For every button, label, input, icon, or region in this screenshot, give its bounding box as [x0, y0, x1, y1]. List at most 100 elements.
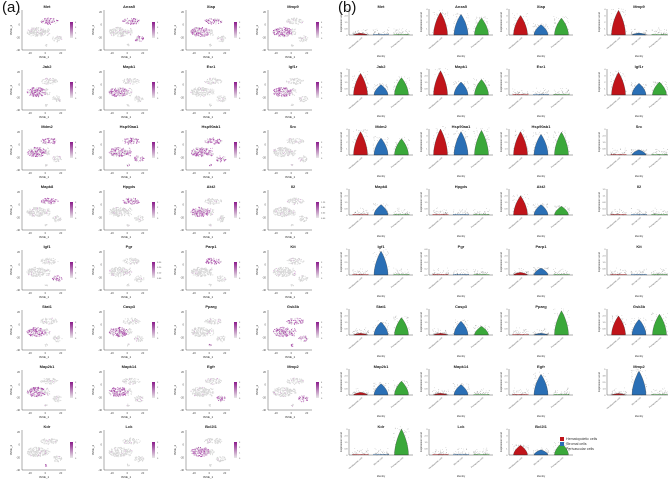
violin-plot-hsp90ab1: Expression Level 0 1.3 2.5 3.8 5 Hematopoietic…: [499, 122, 577, 182]
tsne-plot-title: Gsk3b: [286, 304, 300, 309]
violin-plot-title: Kit: [636, 244, 642, 249]
svg-text:-40: -40: [180, 48, 184, 52]
svg-text:1: 1: [75, 92, 77, 94]
svg-text:-40: -40: [262, 48, 266, 52]
svg-text:-20: -20: [16, 155, 20, 159]
tsne-plot-gsk3b: -40 -20 0 20 -20 0 20 tSNE_1 tSNE_2 0 1 2 3 Gsk3b: [254, 302, 336, 362]
svg-text:0: 0: [45, 51, 47, 55]
violin-plot-title: Jak2: [376, 64, 386, 69]
svg-text:2: 2: [75, 207, 77, 209]
svg-text:tSNE_2: tSNE_2: [173, 25, 177, 36]
svg-text:3: 3: [75, 202, 77, 204]
svg-text:-20: -20: [180, 155, 184, 159]
svg-text:tSNE_2: tSNE_2: [91, 85, 95, 96]
svg-text:0: 0: [19, 143, 21, 147]
legend-label: Hematopoietic cells: [566, 436, 598, 441]
svg-text:0: 0: [19, 83, 21, 87]
svg-text:0: 0: [239, 38, 241, 40]
svg-text:tSNE_1: tSNE_1: [285, 55, 296, 59]
svg-text:4: 4: [75, 142, 77, 144]
violin-legend: Hematopoietic cells Stromal cells Perivasc…: [560, 436, 597, 451]
svg-text:tSNE_1: tSNE_1: [203, 55, 214, 59]
tsne-plot-title: Igf1r: [288, 64, 298, 69]
svg-text:-20: -20: [192, 171, 196, 175]
svg-text:-20: -20: [28, 171, 32, 175]
svg-text:20: 20: [17, 130, 20, 134]
svg-text:0: 0: [127, 171, 129, 175]
violin-plot-title: Mapk14: [453, 364, 469, 369]
svg-text:3: 3: [75, 87, 77, 89]
panel-a-label: (a): [2, 0, 21, 16]
tsne-plot-map2k1: -40 -20 0 20 -20 0 20 tSNE_1 tSNE_2 0 1 2 3 Map2k1: [8, 362, 90, 422]
tsne-plot-title: Il2: [290, 184, 296, 189]
svg-text:4: 4: [75, 22, 77, 24]
svg-text:1: 1: [75, 212, 77, 214]
violin-plot-mapk14: Expression Level 0 0.8 1.5 2.3 3 Hematopoietic…: [419, 362, 497, 422]
svg-text:-20: -20: [262, 155, 266, 159]
svg-text:0: 0: [157, 38, 159, 40]
svg-text:0: 0: [75, 38, 77, 40]
svg-text:tSNE_2: tSNE_2: [255, 25, 259, 36]
svg-text:0: 0: [183, 203, 185, 207]
svg-text:tSNE_2: tSNE_2: [255, 145, 259, 156]
svg-text:20: 20: [181, 190, 184, 194]
svg-text:tSNE_2: tSNE_2: [91, 145, 95, 156]
svg-text:-40: -40: [262, 168, 266, 172]
svg-text:3: 3: [239, 202, 241, 204]
svg-text:1: 1: [239, 32, 241, 34]
tsne-plot-title: Mapk8: [40, 184, 54, 189]
svg-text:-20: -20: [28, 51, 32, 55]
svg-text:20: 20: [59, 171, 62, 175]
svg-text:20: 20: [141, 51, 144, 55]
svg-text:1: 1: [239, 212, 241, 214]
violin-plot-egfr: Expression Level 0 0.8 1.5 2.3 3 Hematopoietic…: [499, 362, 577, 422]
svg-text:tSNE_1: tSNE_1: [285, 175, 296, 179]
violin-plot-title: Mapk1: [454, 64, 468, 69]
svg-text:0: 0: [291, 171, 293, 175]
tsne-plot-title: Esr1: [206, 64, 216, 69]
svg-text:0: 0: [127, 111, 129, 115]
svg-text:-20: -20: [98, 215, 102, 219]
tsne-plot-title: Xiap: [206, 4, 216, 9]
tsne-plot-title: Mmp9: [287, 4, 299, 9]
svg-text:3: 3: [239, 22, 241, 24]
svg-text:2: 2: [321, 87, 323, 89]
svg-text:20: 20: [17, 70, 20, 74]
tsne-plot-title: Map2k1: [39, 364, 55, 369]
legend-swatch: [560, 446, 564, 451]
tsne-plot-title: Parp1: [205, 244, 217, 249]
svg-text:3: 3: [321, 27, 323, 29]
tsne-plot-title: Pgr: [125, 244, 133, 249]
violin-plot-title: Anxa5: [454, 4, 467, 9]
svg-text:-20: -20: [274, 111, 278, 115]
tsne-plot-title: Jak2: [42, 64, 52, 69]
violin-plot-title: Mmp9: [633, 4, 645, 9]
svg-text:tSNE_1: tSNE_1: [203, 115, 214, 119]
svg-text:4: 4: [157, 142, 159, 144]
svg-text:tSNE_2: tSNE_2: [173, 85, 177, 96]
svg-text:20: 20: [181, 130, 184, 134]
svg-text:0: 0: [101, 143, 103, 147]
violin-plot-title: Bcl2l1: [535, 424, 547, 429]
tsne-plot-bcl2l1: -40 -20 0 20 -20 0 20 tSNE_1 tSNE_2 0 1 2 3 Bcl2l1: [172, 422, 254, 482]
svg-text:-20: -20: [180, 35, 184, 39]
svg-text:0: 0: [265, 143, 267, 147]
tsne-plot-jak2: -40 -20 0 20 -20 0 20 tSNE_1 tSNE_2 0 1 3 4 Jak2: [8, 62, 90, 122]
svg-text:4: 4: [75, 82, 77, 84]
tsne-plot-title: Met: [43, 4, 51, 9]
tsne-plot-mapk14: -40 -20 0 20 -20 0 20 tSNE_1 tSNE_2 0 1 2 3 Mapk14: [90, 362, 172, 422]
svg-text:0: 0: [209, 51, 211, 55]
svg-text:20: 20: [17, 10, 20, 14]
svg-text:-20: -20: [192, 51, 196, 55]
svg-text:20: 20: [99, 190, 102, 194]
svg-text:tSNE_2: tSNE_2: [9, 25, 13, 36]
violin-plot-title: Parp1: [535, 244, 547, 249]
svg-text:-20: -20: [98, 35, 102, 39]
svg-text:20: 20: [223, 111, 226, 115]
svg-text:0: 0: [183, 143, 185, 147]
violin-plot-mmp2: Expression Level 0 1.3 2.5 3.8 5 Hematopoietic…: [597, 362, 668, 422]
violin-plot-title: Il2: [636, 184, 642, 189]
tsne-plot-akt2: -40 -20 0 20 -20 0 20 tSNE_1 tSNE_2 0 1 2 3 Akt2: [172, 182, 254, 242]
svg-text:-40: -40: [98, 48, 102, 52]
svg-text:20: 20: [99, 10, 102, 14]
